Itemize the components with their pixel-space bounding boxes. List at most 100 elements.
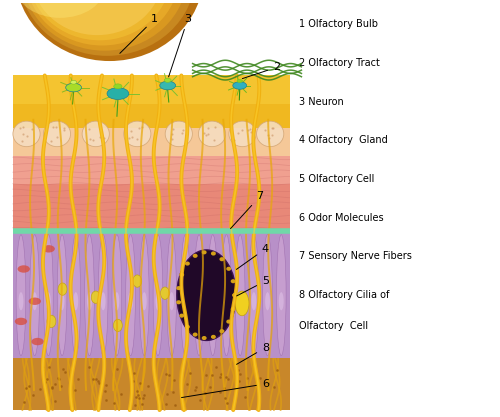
Ellipse shape [256,121,284,147]
Text: 2 Olfactory Tract: 2 Olfactory Tract [300,58,380,68]
Polygon shape [12,152,289,184]
Ellipse shape [249,235,258,356]
Polygon shape [12,75,289,128]
Ellipse shape [13,121,40,147]
Ellipse shape [16,235,26,356]
Circle shape [179,314,184,318]
Ellipse shape [235,291,249,316]
Polygon shape [12,354,289,410]
Ellipse shape [28,298,41,305]
Ellipse shape [210,292,215,310]
Polygon shape [12,116,289,156]
Circle shape [176,286,181,290]
Circle shape [185,261,190,266]
Polygon shape [12,184,289,233]
Text: 1: 1 [120,14,158,53]
Text: 6 Odor Molecules: 6 Odor Molecules [300,213,384,223]
Ellipse shape [167,235,176,356]
Ellipse shape [222,235,232,356]
Ellipse shape [22,0,188,51]
Ellipse shape [156,292,160,310]
Ellipse shape [15,318,27,325]
Circle shape [211,251,216,256]
Text: 5 Olfactory Cell: 5 Olfactory Cell [300,174,375,184]
Text: 1 Olfactory Bulb: 1 Olfactory Bulb [300,19,378,29]
Circle shape [226,319,231,324]
Ellipse shape [153,235,163,356]
Circle shape [220,257,224,261]
Ellipse shape [16,0,104,18]
Ellipse shape [47,315,56,328]
Ellipse shape [57,235,67,356]
Ellipse shape [198,121,226,147]
Circle shape [192,332,198,337]
Ellipse shape [262,235,272,356]
Ellipse shape [229,121,256,147]
Circle shape [202,336,206,340]
Text: 4: 4 [236,244,269,269]
Ellipse shape [44,121,70,147]
Ellipse shape [44,235,53,356]
Ellipse shape [183,292,188,310]
Circle shape [202,250,206,254]
Ellipse shape [177,250,236,340]
Ellipse shape [233,82,246,89]
Ellipse shape [169,292,174,310]
Ellipse shape [100,292,105,310]
Circle shape [230,279,235,283]
Ellipse shape [238,292,242,310]
Ellipse shape [279,292,283,310]
Text: 3: 3 [168,14,192,77]
Ellipse shape [252,292,256,310]
Ellipse shape [124,121,151,147]
Polygon shape [12,233,289,358]
Text: 2: 2 [242,63,280,78]
Circle shape [185,325,190,329]
Ellipse shape [140,235,149,356]
Text: Olfactory  Cell: Olfactory Cell [300,321,368,331]
Ellipse shape [87,292,92,310]
Text: 6: 6 [182,379,269,397]
Ellipse shape [126,235,136,356]
Ellipse shape [142,292,146,310]
Ellipse shape [236,235,245,356]
Ellipse shape [18,292,24,310]
Ellipse shape [92,291,100,304]
Ellipse shape [276,235,286,356]
Ellipse shape [265,292,270,310]
Text: 3 Neuron: 3 Neuron [300,97,344,107]
Ellipse shape [237,79,242,83]
Ellipse shape [46,292,51,310]
Circle shape [176,300,181,304]
Ellipse shape [66,83,82,92]
Ellipse shape [58,283,67,295]
Ellipse shape [84,235,94,356]
Text: 4 Olfactory  Gland: 4 Olfactory Gland [300,135,388,145]
Ellipse shape [165,121,192,147]
Polygon shape [12,75,289,104]
Ellipse shape [16,0,204,61]
Text: 7: 7 [230,191,264,229]
Ellipse shape [224,292,229,310]
Ellipse shape [32,338,44,345]
Text: 8: 8 [236,343,269,364]
Ellipse shape [164,78,171,82]
Ellipse shape [32,292,37,310]
Ellipse shape [194,235,204,356]
Ellipse shape [82,121,110,147]
Ellipse shape [112,235,122,356]
Circle shape [232,293,237,297]
Circle shape [192,254,198,258]
Ellipse shape [70,80,76,84]
Ellipse shape [208,235,218,356]
Ellipse shape [133,275,141,287]
Ellipse shape [19,0,196,56]
Ellipse shape [18,265,30,273]
Ellipse shape [28,0,171,40]
Ellipse shape [114,319,122,332]
Ellipse shape [114,292,119,310]
Circle shape [179,273,184,277]
Ellipse shape [32,0,163,35]
Text: 8 Olfactory Cilia of: 8 Olfactory Cilia of [300,290,390,300]
Ellipse shape [98,235,108,356]
